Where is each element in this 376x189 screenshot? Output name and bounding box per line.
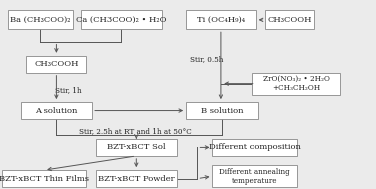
Text: BZT-xBCT Thin Films: BZT-xBCT Thin Films: [0, 175, 89, 183]
FancyBboxPatch shape: [186, 102, 258, 119]
Text: B solution: B solution: [200, 107, 243, 115]
Text: Ba (CH₃COO)₂: Ba (CH₃COO)₂: [10, 16, 71, 24]
FancyBboxPatch shape: [26, 56, 86, 73]
Text: Stir, 0.5h: Stir, 0.5h: [190, 56, 223, 64]
Text: CH₃COOH: CH₃COOH: [267, 16, 312, 24]
Text: ZrO(NO₃)₂ • 2H₂O
+CH₃CH₂OH: ZrO(NO₃)₂ • 2H₂O +CH₃CH₂OH: [263, 75, 329, 92]
FancyBboxPatch shape: [21, 102, 92, 119]
FancyBboxPatch shape: [186, 10, 256, 29]
Text: Stir, 1h: Stir, 1h: [55, 86, 81, 94]
Text: Different annealing
temperature: Different annealing temperature: [219, 168, 290, 185]
FancyBboxPatch shape: [8, 10, 73, 29]
Text: CH₃COOH: CH₃COOH: [34, 60, 79, 68]
FancyBboxPatch shape: [81, 10, 162, 29]
FancyBboxPatch shape: [265, 10, 314, 29]
FancyBboxPatch shape: [212, 139, 297, 156]
FancyBboxPatch shape: [96, 139, 177, 156]
FancyBboxPatch shape: [2, 170, 86, 187]
FancyBboxPatch shape: [212, 165, 297, 187]
Text: BZT-xBCT Sol: BZT-xBCT Sol: [107, 143, 165, 151]
Text: BZT-xBCT Powder: BZT-xBCT Powder: [98, 175, 174, 183]
FancyBboxPatch shape: [252, 73, 340, 94]
FancyBboxPatch shape: [96, 170, 177, 187]
Text: Ti (OC₄H₉)₄: Ti (OC₄H₉)₄: [197, 16, 245, 24]
Text: Ca (CH3COO)₂ • H₂O: Ca (CH3COO)₂ • H₂O: [76, 16, 167, 24]
Text: Stir, 2.5h at RT and 1h at 50°C: Stir, 2.5h at RT and 1h at 50°C: [79, 127, 192, 135]
Text: Different composition: Different composition: [209, 143, 301, 151]
Text: A solution: A solution: [35, 107, 77, 115]
